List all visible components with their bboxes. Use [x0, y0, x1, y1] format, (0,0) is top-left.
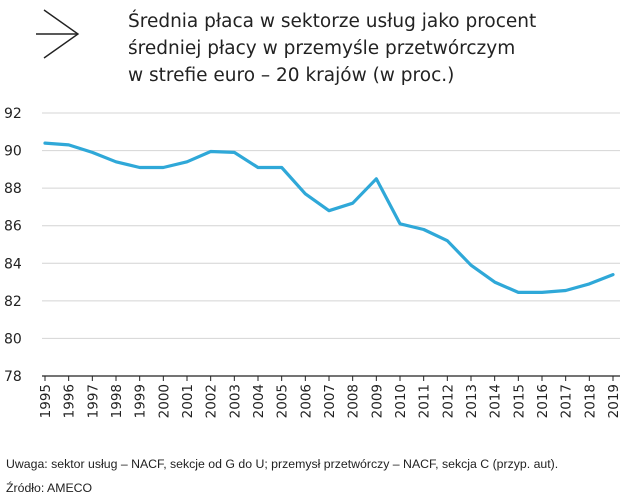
x-tick-label: 2019 — [606, 384, 622, 418]
y-tick-label: 90 — [4, 144, 22, 160]
x-tick-label: 2003 — [227, 384, 243, 418]
chart-title: Średnia płaca w sektorze usług jako proc… — [128, 8, 618, 89]
x-tick-label: 2010 — [393, 384, 409, 418]
x-tick-label: 2011 — [417, 384, 433, 418]
y-tick-label: 78 — [4, 369, 22, 385]
chart-title-line: Średnia płaca w sektorze usług jako proc… — [128, 11, 537, 32]
x-tick-label: 1996 — [62, 384, 78, 418]
y-tick-label: 86 — [4, 219, 22, 235]
x-tick-label: 2007 — [322, 384, 338, 418]
x-tick-label: 2014 — [488, 384, 504, 418]
source-note: Źródło: AMECO — [6, 481, 93, 495]
x-axis-ticks: 1995 1996 1997 1998 1999 2000 2001 2002 2003 2004… — [38, 384, 622, 418]
x-tick-label: 2013 — [464, 384, 480, 418]
x-tick-label: 2005 — [275, 384, 291, 418]
x-axis — [42, 375, 620, 381]
chart-title-line: średniej płacy w przemyśle przetwórczym — [128, 38, 516, 59]
x-tick-label: 2004 — [251, 384, 267, 418]
x-tick-label: 2008 — [346, 384, 362, 418]
x-tick-label: 2002 — [204, 384, 220, 418]
y-tick-label: 88 — [4, 181, 22, 197]
x-tick-label: 2015 — [511, 384, 527, 418]
x-tick-label: 1999 — [133, 384, 149, 418]
x-tick-label: 2000 — [156, 384, 172, 418]
footnote: Uwaga: sektor usług – NACF, sekcje od G … — [6, 457, 559, 471]
y-tick-label: 80 — [4, 331, 22, 347]
chart-title-line: w strefie euro – 20 krajów (w proc.) — [128, 65, 455, 86]
x-tick-label: 2006 — [298, 384, 314, 418]
x-tick-label: 2012 — [440, 384, 456, 418]
y-axis-ticks: 78 80 82 84 86 88 90 92 — [4, 106, 22, 385]
x-tick-label: 2017 — [559, 384, 575, 418]
x-tick-label: 2016 — [535, 384, 551, 418]
y-tick-label: 84 — [4, 256, 22, 272]
y-tick-label: 82 — [4, 294, 22, 310]
y-tick-label: 92 — [4, 106, 22, 122]
arrow-icon — [36, 9, 80, 59]
series-line — [43, 141, 615, 294]
x-tick-label: 1997 — [85, 384, 101, 418]
gridlines — [42, 112, 620, 339]
x-tick-label: 1998 — [109, 384, 125, 418]
line-chart: 78 80 82 84 86 88 90 92 1995 1996 1997 1998 1999 200… — [4, 106, 622, 418]
series-line-group — [43, 141, 615, 294]
x-tick-label: 2009 — [369, 384, 385, 418]
x-tick-label: 2018 — [582, 384, 598, 418]
x-tick-label: 1995 — [38, 384, 54, 418]
x-tick-label: 2001 — [180, 384, 196, 418]
